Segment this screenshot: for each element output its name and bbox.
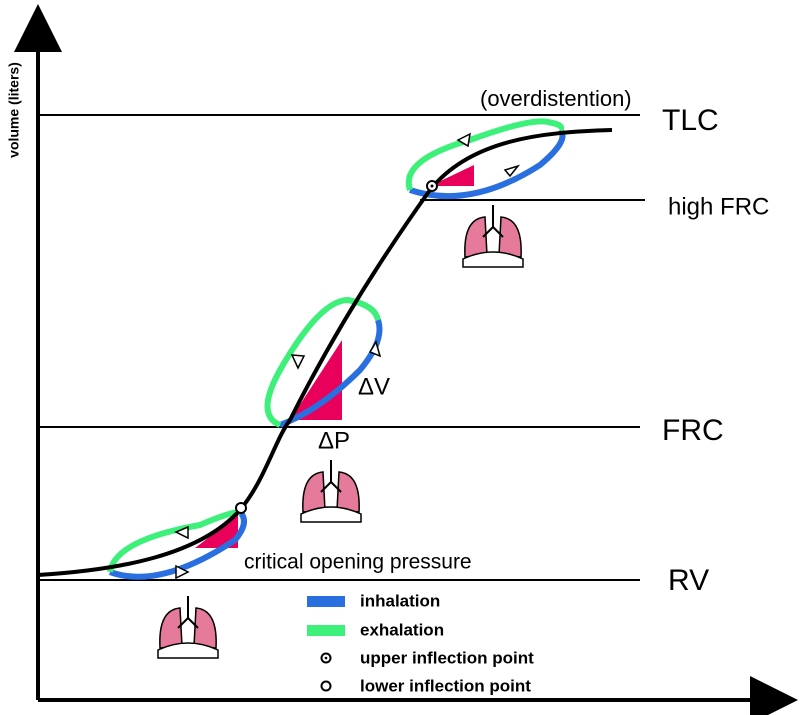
level-label: RV (668, 564, 709, 597)
pv-curve (37, 128, 613, 577)
axis-label: volume (liters) (6, 62, 22, 158)
legend-label: upper inflection point (360, 648, 534, 667)
legend-label: lower inflection point (360, 676, 531, 695)
lower-inflection (235, 502, 247, 514)
hysteresis-loops (107, 118, 566, 580)
direction-arrows (174, 132, 521, 580)
level-lines (38, 114, 645, 581)
legend-label: exhalation (360, 620, 444, 639)
lung-icon (462, 204, 524, 268)
level-label: FRC (662, 414, 724, 447)
lung-icon (300, 459, 362, 523)
level-label: high FRC (668, 193, 769, 220)
annotation: (overdistention) (480, 86, 632, 111)
annotation: ΔV (358, 373, 390, 400)
annotation: ΔP (318, 427, 350, 454)
legend-swatch (307, 596, 345, 607)
annotation: critical opening pressure (244, 551, 472, 574)
lung-icon (157, 595, 219, 659)
legend-swatch (307, 625, 345, 636)
level-label: TLC (662, 104, 719, 137)
legend-label: inhalation (360, 591, 440, 610)
delta-triangles (195, 165, 474, 548)
